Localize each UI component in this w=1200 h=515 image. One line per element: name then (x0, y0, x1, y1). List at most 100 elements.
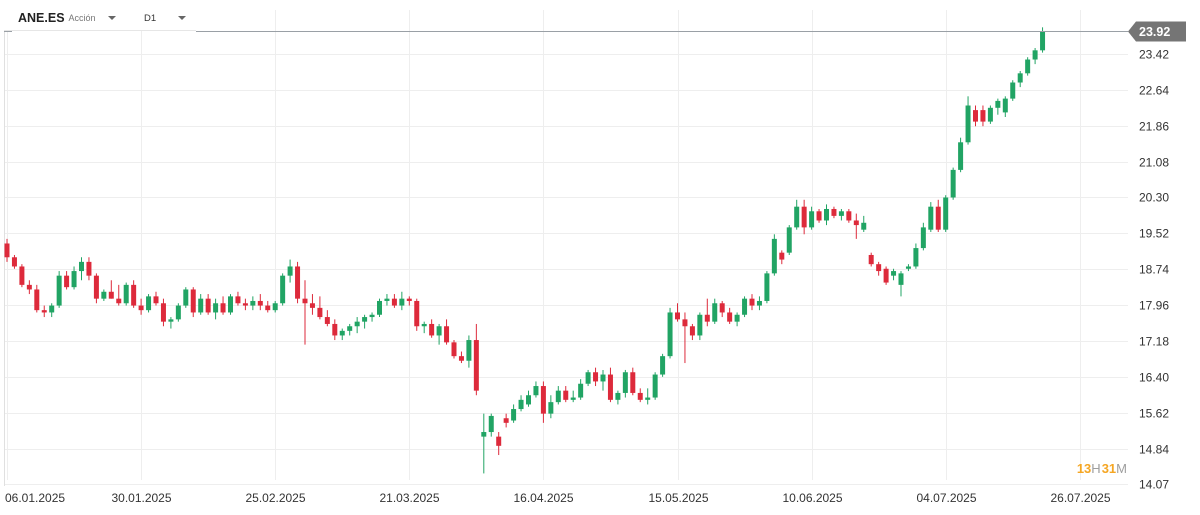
candle[interactable] (518, 395, 524, 412)
candle[interactable] (473, 323, 479, 396)
candle[interactable] (198, 294, 204, 315)
candle[interactable] (704, 298, 710, 327)
candle[interactable] (421, 321, 427, 334)
candle[interactable] (138, 298, 144, 315)
candle[interactable] (943, 195, 949, 232)
candle[interactable] (168, 317, 174, 329)
candle[interactable] (667, 307, 673, 359)
candle[interactable] (1017, 71, 1023, 88)
candle[interactable] (615, 390, 621, 405)
candle[interactable] (220, 296, 226, 315)
candle[interactable] (339, 328, 345, 341)
candle[interactable] (622, 369, 628, 398)
candle[interactable] (682, 312, 688, 364)
candle[interactable] (846, 208, 852, 223)
candle[interactable] (41, 305, 47, 318)
candle[interactable] (384, 294, 390, 306)
candle[interactable] (749, 294, 755, 311)
candle[interactable] (868, 252, 874, 267)
candle[interactable] (987, 105, 993, 124)
candle[interactable] (816, 208, 822, 223)
candle[interactable] (734, 312, 740, 327)
candle[interactable] (71, 266, 77, 290)
candle[interactable] (466, 335, 472, 368)
candle[interactable] (354, 317, 360, 334)
candle[interactable] (4, 238, 10, 262)
candle[interactable] (488, 413, 494, 437)
candle[interactable] (64, 271, 70, 290)
candle[interactable] (526, 390, 531, 407)
candle[interactable] (607, 367, 613, 403)
candle[interactable] (995, 98, 1001, 115)
candle[interactable] (101, 289, 107, 301)
candle[interactable] (347, 323, 353, 336)
candle[interactable] (362, 314, 368, 329)
candle[interactable] (302, 280, 308, 345)
candle[interactable] (26, 280, 32, 295)
candle[interactable] (332, 319, 338, 341)
candle[interactable] (265, 300, 271, 313)
candle[interactable] (79, 257, 84, 281)
candle[interactable] (958, 137, 964, 173)
candle[interactable] (935, 199, 941, 232)
candle[interactable] (86, 257, 92, 281)
candle[interactable] (205, 294, 211, 315)
candle[interactable] (697, 312, 703, 341)
candle[interactable] (712, 298, 718, 324)
candle[interactable] (645, 388, 651, 405)
candle[interactable] (853, 213, 859, 239)
candle[interactable] (153, 291, 159, 306)
candle[interactable] (93, 273, 99, 304)
candle[interactable] (451, 340, 457, 359)
candle[interactable] (637, 388, 643, 403)
candle[interactable] (563, 386, 569, 403)
candle[interactable] (913, 243, 919, 269)
candle[interactable] (324, 310, 330, 327)
candle[interactable] (570, 390, 576, 403)
candle[interactable] (108, 280, 114, 299)
candle[interactable] (876, 261, 882, 276)
candle[interactable] (1002, 96, 1008, 118)
candle[interactable] (34, 284, 40, 313)
candle[interactable] (548, 395, 554, 419)
candle[interactable] (309, 294, 315, 315)
candle[interactable] (809, 206, 815, 230)
candle[interactable] (131, 280, 137, 308)
candle[interactable] (630, 367, 636, 396)
candle[interactable] (1010, 80, 1016, 101)
candle[interactable] (287, 259, 293, 283)
candle[interactable] (905, 264, 911, 272)
candle[interactable] (213, 298, 219, 320)
candle[interactable] (391, 294, 397, 308)
candle[interactable] (19, 264, 25, 288)
candle[interactable] (555, 386, 561, 405)
candle[interactable] (965, 96, 971, 145)
candle[interactable] (742, 296, 748, 318)
candle[interactable] (838, 208, 844, 221)
candle[interactable] (980, 105, 986, 127)
candle[interactable] (481, 413, 487, 474)
candle[interactable] (399, 291, 405, 311)
candle[interactable] (228, 294, 233, 315)
candle[interactable] (436, 323, 442, 345)
candle[interactable] (689, 323, 695, 341)
candle[interactable] (973, 105, 978, 127)
candle[interactable] (377, 298, 382, 318)
candle[interactable] (794, 199, 800, 230)
candle[interactable] (861, 215, 867, 232)
candle[interactable] (11, 254, 17, 269)
candle[interactable] (585, 369, 591, 387)
candle[interactable] (883, 266, 889, 285)
candle[interactable] (801, 199, 807, 235)
candle[interactable] (250, 296, 256, 311)
candle[interactable] (1025, 57, 1031, 76)
candle[interactable] (272, 300, 278, 313)
candle[interactable] (458, 351, 464, 364)
candle[interactable] (898, 271, 904, 297)
candle[interactable] (503, 413, 509, 428)
candle[interactable] (779, 250, 785, 265)
candle[interactable] (824, 204, 829, 226)
candle[interactable] (578, 379, 584, 400)
candle[interactable] (369, 312, 375, 322)
candle[interactable] (511, 404, 517, 423)
